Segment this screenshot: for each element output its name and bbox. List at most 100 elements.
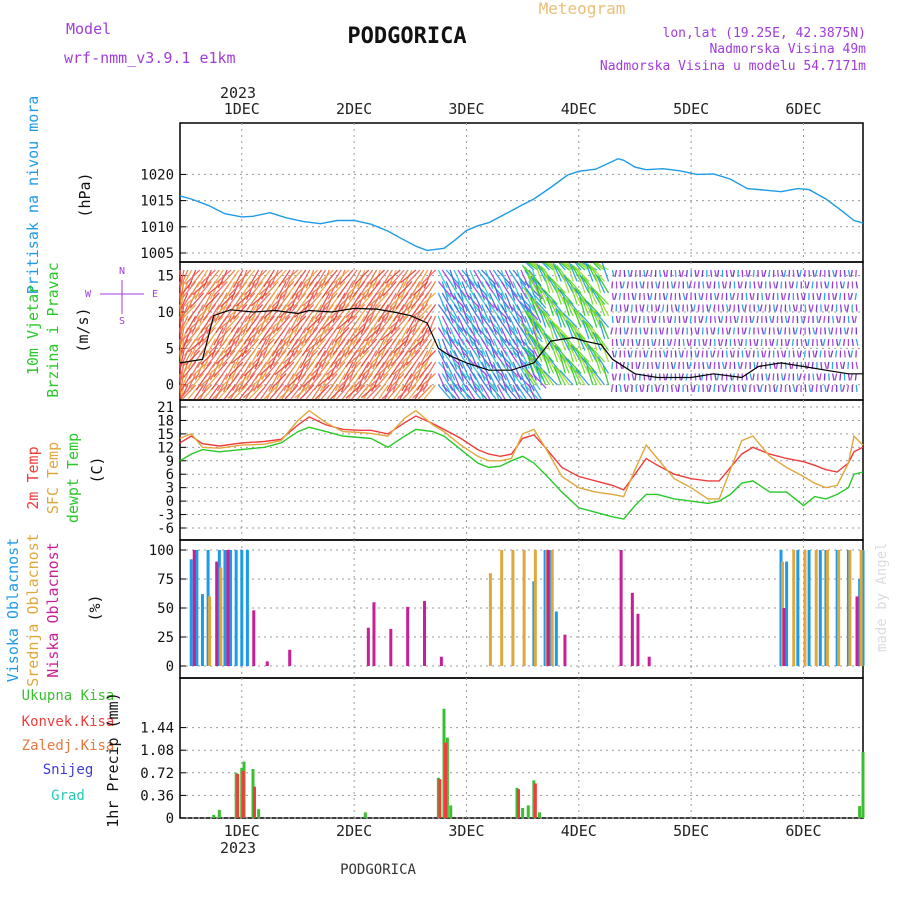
wind-arrow	[538, 308, 547, 328]
wind-arrow	[686, 281, 689, 289]
wind-arrow	[839, 384, 843, 393]
legend-label-precipitation: Zaledj.Kisa	[22, 738, 115, 754]
unit-label-clouds: (%)	[86, 594, 104, 621]
wind-arrow	[619, 304, 622, 312]
wind-arrow	[725, 304, 729, 312]
wind-arrow	[422, 373, 433, 392]
wind-arrow	[543, 332, 555, 351]
wind-arrow	[484, 304, 497, 323]
wind-arrow	[457, 292, 468, 311]
wind-arrow	[532, 384, 542, 400]
wind-arrow	[795, 281, 798, 289]
bar-clouds	[855, 596, 859, 666]
wind-arrow	[832, 269, 835, 277]
wind-arrow	[592, 331, 602, 351]
wind-arrow	[473, 338, 481, 359]
wind-arrow	[693, 361, 696, 370]
wind-arrow	[340, 292, 350, 312]
wind-arrow	[279, 361, 295, 378]
wind-arrow	[469, 373, 478, 393]
wind-arrow	[579, 296, 586, 317]
wind-arrow	[405, 350, 421, 366]
wind-arrow	[421, 315, 433, 334]
wind-arrow	[776, 269, 780, 278]
wind-arrow	[350, 304, 366, 320]
wind-arrow	[776, 350, 780, 358]
wind-arrow	[849, 292, 853, 300]
wind-arrow	[674, 350, 677, 358]
wind-arrow	[279, 281, 295, 297]
axis-label-temperature: SFC Temp	[44, 442, 62, 514]
wind-arrow	[792, 384, 796, 392]
bar-precipitation	[236, 774, 240, 818]
footer-city: PODGORICA	[340, 862, 416, 878]
wind-arrow	[249, 361, 264, 378]
wind-arrow	[307, 338, 319, 358]
wind-arrow	[180, 373, 185, 388]
wind-arrow	[579, 274, 590, 294]
wind-arrow	[626, 281, 629, 289]
bar-clouds	[245, 550, 249, 666]
wind-arrow	[565, 319, 574, 340]
wind-arrow	[621, 281, 625, 289]
wind-arrow	[473, 292, 484, 312]
wind-arrow	[643, 269, 646, 278]
wind-arrow	[824, 304, 827, 312]
wind-arrow	[339, 315, 350, 335]
wind-arrow	[851, 338, 854, 347]
wind-arrow	[323, 373, 338, 389]
wind-arrow	[408, 384, 421, 400]
wind-arrow	[639, 384, 642, 392]
wind-arrow	[180, 292, 185, 307]
wind-arrow	[276, 315, 291, 332]
wind-arrow	[769, 315, 773, 323]
wind-arrow	[477, 269, 491, 287]
wind-arrow	[420, 373, 436, 388]
bar-clouds	[226, 550, 230, 666]
wind-arrow	[850, 269, 853, 277]
wind-arrow	[810, 304, 814, 312]
y-tick-label: 0	[166, 494, 174, 510]
wind-arrow	[571, 366, 582, 386]
wind-arrow	[594, 262, 606, 271]
wind-arrow	[354, 315, 366, 334]
wind-arrow	[290, 384, 303, 400]
wind-arrow	[201, 373, 213, 392]
wind-arrow	[749, 373, 753, 381]
wind-arrow	[512, 338, 524, 357]
wind-arrow	[226, 338, 236, 358]
wind-arrow	[329, 269, 342, 288]
wind-arrow	[588, 345, 602, 363]
wind-arrow	[292, 292, 307, 309]
wind-arrow	[232, 327, 248, 342]
wind-arrow	[696, 269, 700, 277]
wind-arrow	[488, 350, 500, 369]
wind-arrow	[639, 281, 643, 289]
wind-arrow	[796, 373, 799, 381]
wind-arrow	[237, 327, 252, 344]
wind-arrow	[221, 269, 236, 286]
wind-arrow	[855, 338, 859, 346]
wind-arrow	[492, 281, 501, 301]
wind-arrow	[361, 361, 378, 377]
wind-arrow	[544, 262, 554, 271]
wind-arrow	[830, 327, 834, 335]
wind-arrow	[315, 281, 330, 298]
wind-arrow	[558, 331, 566, 351]
wind-arrow	[843, 269, 846, 278]
wind-arrow	[367, 281, 382, 298]
wind-arrow	[745, 292, 748, 301]
wind-arrow	[504, 350, 515, 369]
wind-arrow	[826, 281, 830, 289]
wind-arrow	[541, 331, 551, 351]
wind-arrow	[682, 338, 685, 347]
wind-arrow	[285, 327, 295, 347]
wind-arrow	[405, 269, 421, 286]
wind-arrow	[796, 292, 799, 301]
wind-arrow	[834, 269, 838, 278]
wind-arrow	[233, 350, 244, 369]
bar-clouds	[215, 561, 219, 666]
wind-arrow	[185, 350, 201, 366]
wind-arrow	[741, 384, 745, 392]
wind-arrow	[645, 350, 649, 358]
